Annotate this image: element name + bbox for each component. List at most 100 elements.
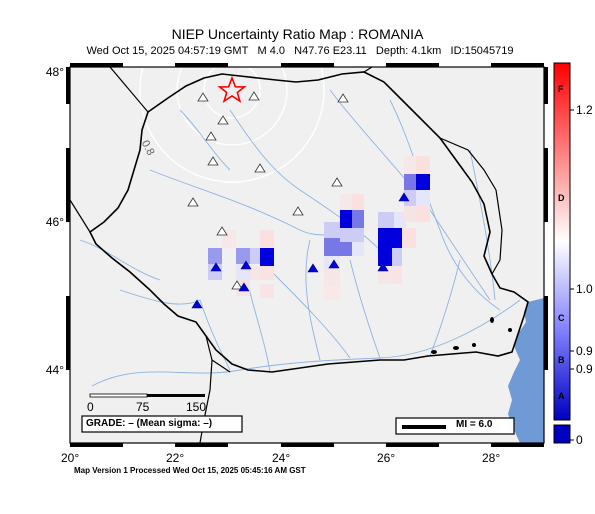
- ratio-cell: [324, 286, 340, 300]
- grade-box-frame: [81, 415, 243, 433]
- rivers: [79, 89, 521, 387]
- lon-label-26: 26°: [377, 451, 396, 465]
- station-triangle: [248, 91, 260, 101]
- station-triangle: [187, 197, 199, 207]
- scale-bar: [89, 393, 205, 398]
- colorbar-value-1-0: 1.0: [576, 282, 593, 296]
- ratio-cell: [392, 248, 402, 266]
- ratio-cell: [340, 194, 352, 210]
- ratio-cell: [392, 266, 402, 284]
- station-triangle: [216, 226, 228, 236]
- event-info-line: Wed Oct 15, 2025 04:57:19 GMT M 4.0 N47.…: [0, 45, 595, 57]
- station-triangle: [240, 260, 252, 270]
- ratio-cell: [340, 228, 352, 242]
- ratio-cell: [352, 228, 364, 242]
- lat-label-46: 46°: [45, 215, 64, 229]
- grade-text: GRADE: – (Mean sigma: –): [86, 418, 213, 429]
- black-sea: [508, 298, 544, 443]
- colorbar-min-swatch: [553, 424, 571, 444]
- footer-processed: Map Version 1 Processed Wed Oct 15, 2025…: [74, 466, 306, 475]
- ratio-cell: [236, 248, 250, 264]
- ratio-cell: [260, 230, 274, 248]
- station-triangle: [191, 299, 203, 309]
- lon-label-24: 24°: [272, 451, 291, 465]
- ratio-cell: [208, 248, 222, 264]
- station-triangle: [254, 163, 266, 173]
- ratio-cell: [416, 156, 430, 174]
- ratio-cell: [402, 228, 416, 248]
- event-magnitude: M 4.0: [257, 45, 285, 57]
- mi-legend-frame: [395, 417, 515, 435]
- colorbar-letter-b: B: [558, 355, 565, 365]
- ratio-cell: [352, 210, 364, 228]
- mi-legend-line: [402, 425, 446, 429]
- event-id: ID:15045719: [450, 45, 514, 57]
- station-triangle: [207, 156, 219, 166]
- station-triangle: [205, 131, 217, 141]
- colorbar-value-0-9b: 0.9: [576, 362, 593, 376]
- ratio-cell: [404, 206, 416, 222]
- lat-label-48: 48°: [45, 65, 64, 79]
- ratio-cell: [404, 190, 416, 206]
- ratio-cell: [324, 222, 340, 238]
- colorbar-letter-d: D: [558, 193, 565, 203]
- station-triangle: [398, 192, 410, 202]
- station-triangle: [238, 282, 250, 292]
- ratio-cell: [340, 210, 352, 228]
- colorbar: [553, 62, 571, 421]
- scale-tick-150: 150: [186, 400, 207, 414]
- mi-legend-text: MI = 6.0: [456, 419, 493, 430]
- lon-label-22: 22°: [166, 451, 185, 465]
- event-datetime: Wed Oct 15, 2025 04:57:19 GMT: [86, 45, 249, 57]
- station-triangle: [328, 259, 340, 269]
- ratio-cell: [352, 194, 364, 210]
- station-triangle: [331, 177, 343, 187]
- event-depth: Depth: 4.1km: [375, 45, 442, 57]
- event-coords: N47.76 E23.11: [294, 45, 367, 57]
- colorbar-value-0: 0: [576, 433, 583, 447]
- station-triangle: [210, 262, 222, 272]
- romania-border: [88, 71, 529, 373]
- ratio-cell: [404, 174, 416, 190]
- ratio-cell: [250, 266, 260, 280]
- ratio-cell: [260, 284, 274, 298]
- ratio-cell: [378, 228, 402, 248]
- ratio-cell: [324, 270, 340, 286]
- colorbar-letter-f: F: [558, 84, 564, 94]
- ratio-cell: [416, 174, 430, 190]
- colorbar-letter-a: A: [558, 391, 565, 401]
- ratio-cell: [260, 248, 274, 266]
- frame-ticks: [66, 63, 548, 447]
- scale-tick-0: 0: [87, 400, 94, 414]
- ratio-grid: [208, 156, 430, 300]
- station-triangle: [292, 206, 304, 216]
- colorbar-ticks: [570, 109, 574, 441]
- epicenter-star-icon: [217, 75, 247, 103]
- ratio-cell: [340, 242, 352, 256]
- colorbar-letter-c: C: [558, 313, 565, 323]
- station-triangle: [337, 93, 349, 103]
- ratio-cell: [378, 248, 392, 266]
- stations-open: [187, 91, 349, 290]
- ratio-cell: [404, 156, 416, 174]
- lon-label-28: 28°: [482, 451, 501, 465]
- scale-tick-75: 75: [136, 400, 150, 414]
- colorbar-value-1-2: 1.2: [576, 103, 593, 117]
- ratio-cell: [394, 212, 406, 228]
- ratio-cell: [416, 206, 430, 222]
- ratio-cell: [250, 248, 260, 264]
- ratio-cell: [324, 238, 340, 256]
- colorbar-value-0-9a: 0.9: [576, 344, 593, 358]
- lon-label-20: 20°: [61, 451, 80, 465]
- map-title: NIEP Uncertainty Ratio Map : ROMANIA: [171, 26, 424, 42]
- lat-label-44: 44°: [45, 363, 64, 377]
- station-triangle: [217, 115, 229, 125]
- ratio-cell: [378, 212, 394, 228]
- ratio-cell: [352, 242, 364, 256]
- ratio-cell: [416, 190, 430, 206]
- station-triangle: [377, 262, 389, 272]
- station-triangle: [197, 92, 209, 102]
- ratio-cell: [260, 266, 274, 280]
- lakes: [431, 317, 512, 354]
